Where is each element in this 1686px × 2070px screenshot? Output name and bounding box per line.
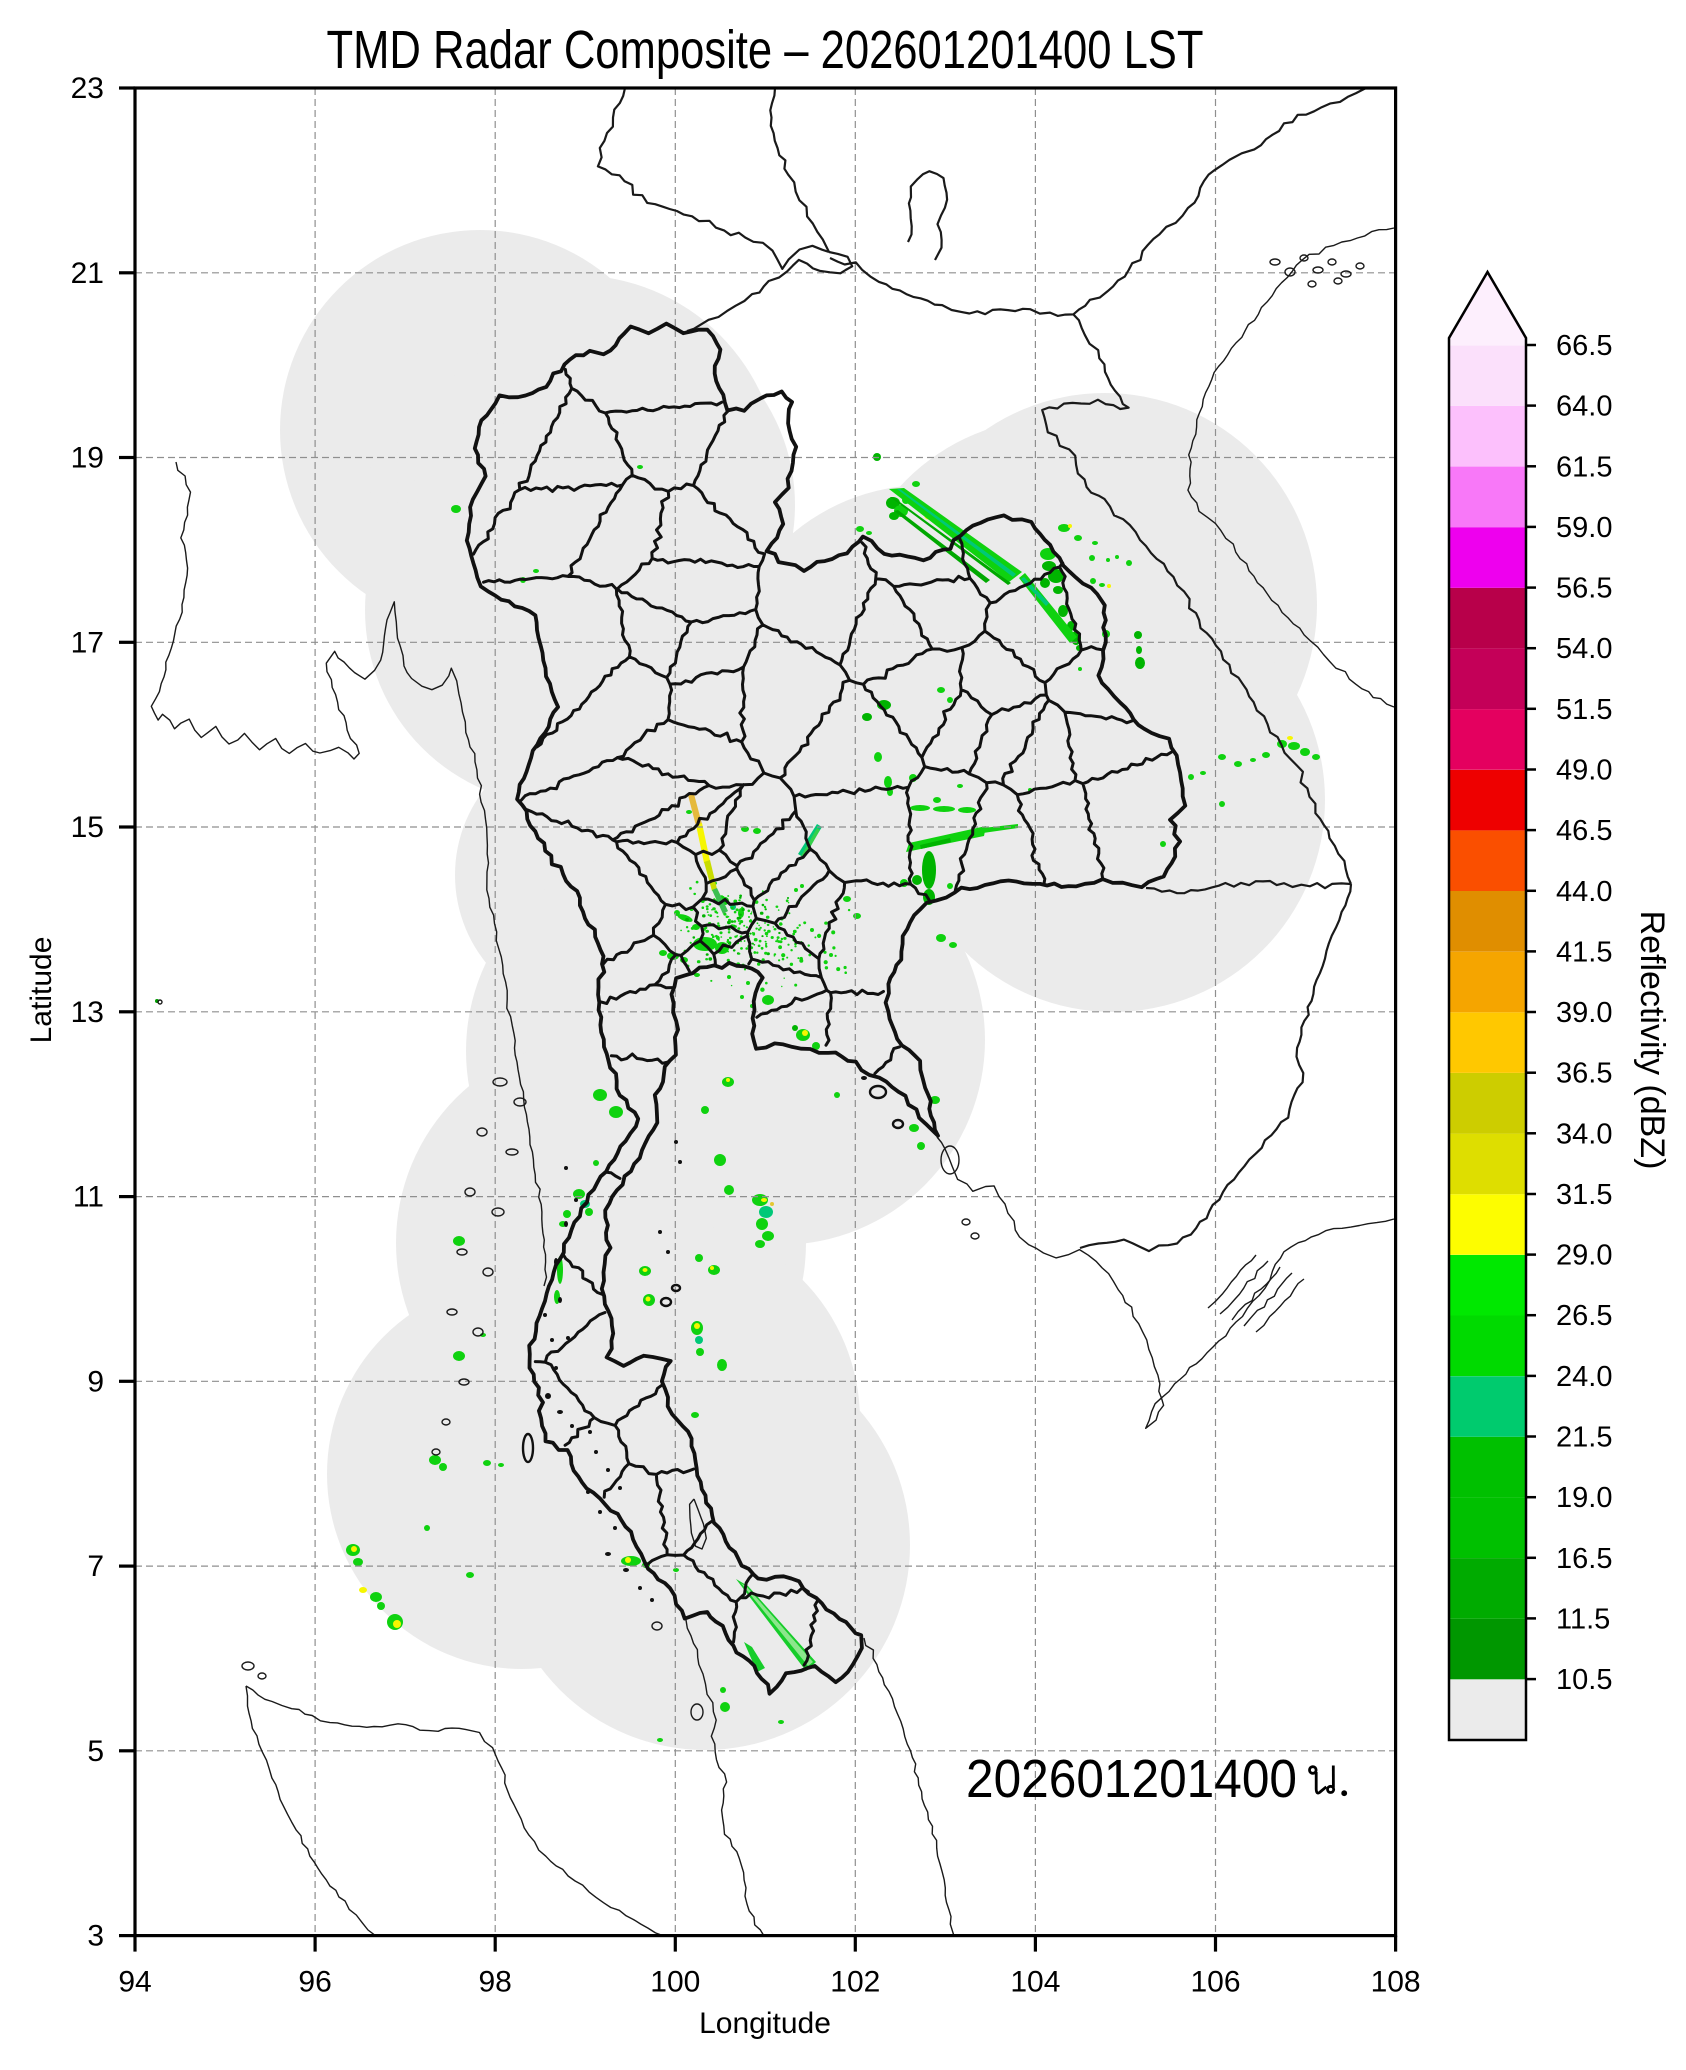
svg-text:106: 106 — [1190, 1966, 1240, 1999]
svg-text:100: 100 — [650, 1966, 700, 1999]
svg-text:10.5: 10.5 — [1556, 1664, 1612, 1696]
svg-text:9: 9 — [87, 1365, 104, 1398]
svg-text:11: 11 — [73, 1181, 104, 1214]
svg-text:46.5: 46.5 — [1556, 815, 1612, 847]
svg-text:29.0: 29.0 — [1556, 1240, 1612, 1272]
svg-text:19.0: 19.0 — [1556, 1482, 1612, 1514]
svg-text:15: 15 — [71, 811, 104, 844]
svg-text:49.0: 49.0 — [1556, 755, 1612, 787]
svg-text:34.0: 34.0 — [1556, 1118, 1612, 1150]
svg-text:66.5: 66.5 — [1556, 330, 1612, 362]
svg-text:64.0: 64.0 — [1556, 391, 1612, 423]
svg-text:96: 96 — [298, 1966, 331, 1999]
svg-text:7: 7 — [87, 1550, 104, 1583]
svg-text:39.0: 39.0 — [1556, 997, 1612, 1029]
svg-text:23: 23 — [71, 72, 104, 105]
svg-text:108: 108 — [1371, 1966, 1421, 1999]
svg-text:56.5: 56.5 — [1556, 573, 1612, 605]
svg-text:3: 3 — [87, 1920, 104, 1953]
svg-text:19: 19 — [71, 442, 104, 475]
svg-text:Longitude: Longitude — [699, 2007, 831, 2040]
svg-text:16.5: 16.5 — [1556, 1543, 1612, 1575]
svg-text:94: 94 — [118, 1966, 151, 1999]
svg-text:Reflectivity (dBZ): Reflectivity (dBZ) — [1633, 911, 1671, 1170]
svg-text:104: 104 — [1010, 1966, 1060, 1999]
svg-text:51.5: 51.5 — [1556, 694, 1612, 726]
svg-text:11.5: 11.5 — [1556, 1603, 1610, 1635]
svg-text:TMD Radar Composite – 20260120: TMD Radar Composite – 202601201400 LST — [327, 20, 1204, 80]
svg-text:31.5: 31.5 — [1556, 1179, 1612, 1211]
svg-text:5: 5 — [87, 1735, 104, 1768]
svg-text:41.5: 41.5 — [1556, 936, 1612, 968]
svg-text:21.5: 21.5 — [1556, 1422, 1612, 1454]
svg-text:26.5: 26.5 — [1556, 1300, 1612, 1332]
svg-text:21: 21 — [71, 257, 104, 290]
svg-text:36.5: 36.5 — [1556, 1058, 1612, 1090]
svg-text:13: 13 — [71, 996, 104, 1029]
svg-text:24.0: 24.0 — [1556, 1361, 1612, 1393]
svg-text:59.0: 59.0 — [1556, 512, 1612, 544]
svg-text:54.0: 54.0 — [1556, 633, 1612, 665]
svg-text:202601201400: 202601201400 — [966, 1749, 1297, 1809]
svg-text:98: 98 — [479, 1966, 512, 1999]
svg-text:17: 17 — [71, 626, 104, 659]
svg-text:102: 102 — [830, 1966, 880, 1999]
svg-text:44.0: 44.0 — [1556, 876, 1612, 908]
svg-text:Latitude: Latitude — [25, 937, 58, 1044]
svg-text:61.5: 61.5 — [1556, 451, 1612, 483]
